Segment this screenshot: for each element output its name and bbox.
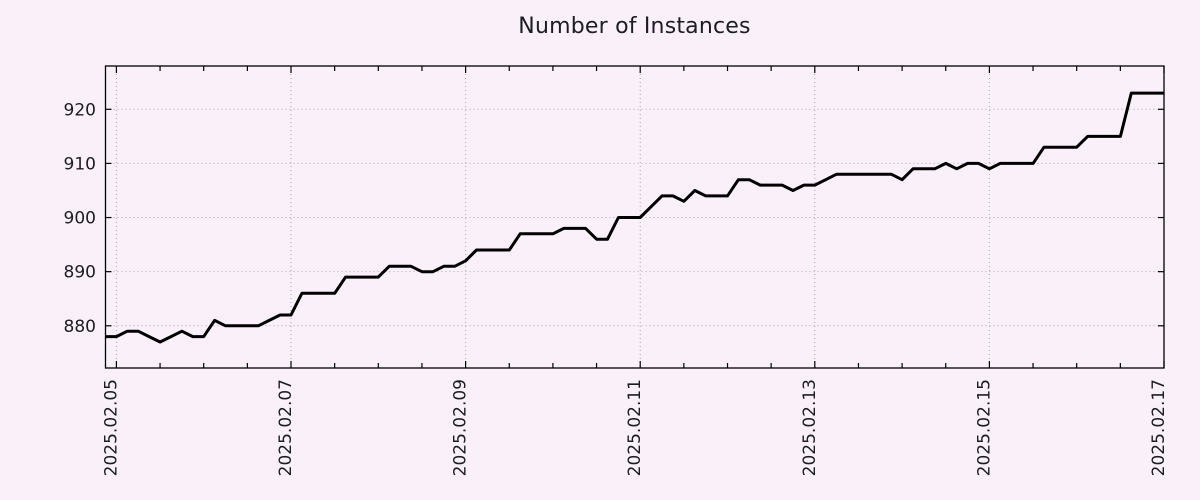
x-tick-label: 2025.02.13	[800, 379, 820, 476]
y-tick-label: 890	[64, 263, 96, 283]
y-tick-label: 920	[64, 100, 96, 120]
y-tick-label: 910	[64, 154, 96, 174]
y-tick-label: 900	[64, 209, 96, 229]
plot-border	[104, 65, 1165, 369]
x-tick-label: 2025.02.07	[276, 379, 296, 476]
x-tick-label: 2025.02.15	[974, 379, 994, 476]
y-tick-label: 880	[64, 317, 96, 337]
x-tick-label: 2025.02.17	[1149, 379, 1169, 476]
instances-series-line	[105, 91, 1164, 344]
x-tick-label: 2025.02.11	[625, 379, 645, 476]
x-tick-label: 2025.02.09	[451, 379, 471, 476]
chart-title: Number of Instances	[518, 14, 751, 39]
x-tick-label: 2025.02.05	[101, 379, 121, 476]
